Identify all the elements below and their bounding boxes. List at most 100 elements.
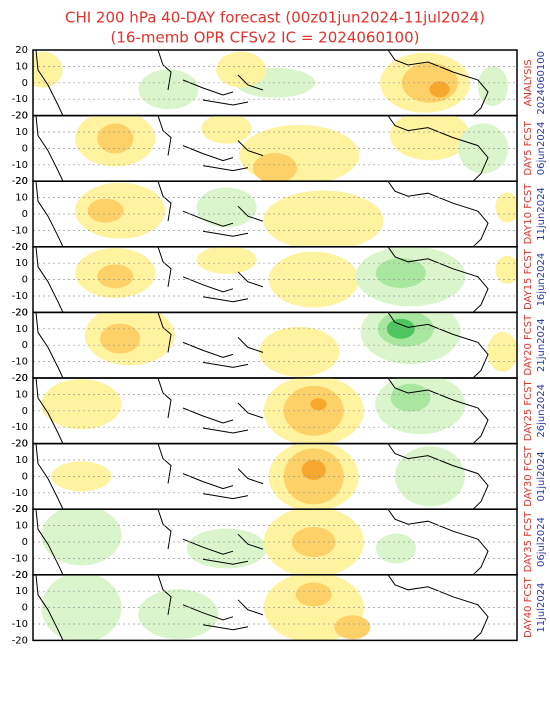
y-tick-label: -10 — [12, 553, 28, 564]
y-tick-label: -10 — [12, 488, 28, 499]
shading — [97, 264, 134, 289]
y-tick-label: -20 — [12, 635, 28, 646]
shading — [51, 461, 112, 492]
y-tick-label: -20 — [12, 504, 28, 515]
coastline — [35, 509, 489, 575]
panel — [35, 509, 489, 575]
y-tick-label: 20 — [15, 242, 28, 253]
y-tick-label: 10 — [15, 455, 28, 466]
panel-frame — [32, 574, 518, 642]
panel-date: 06jun2024 — [536, 122, 547, 176]
panel-date: 11jun2024 — [536, 187, 547, 241]
panel-label: DAY20 FCST — [523, 314, 534, 376]
shading — [41, 509, 122, 566]
coastline — [35, 574, 489, 641]
shading — [295, 582, 332, 607]
shading — [216, 51, 267, 88]
shading — [33, 51, 63, 88]
shading — [487, 331, 517, 372]
y-tick-label: -20 — [12, 111, 28, 122]
y-tick-label: 10 — [15, 389, 28, 400]
y-tick-label: 20 — [15, 504, 28, 515]
shading — [389, 115, 470, 161]
y-tick-label: -20 — [12, 307, 28, 318]
y-tick-label: -10 — [12, 94, 28, 105]
panel — [35, 181, 517, 247]
y-tick-label: -10 — [12, 422, 28, 433]
y-tick-label: 20 — [15, 307, 28, 318]
shading — [97, 123, 134, 154]
y-tick-label: 10 — [15, 586, 28, 597]
y-tick-label: 0 — [22, 537, 28, 548]
y-tick-label: 0 — [22, 603, 28, 614]
panel-date: 26jun2024 — [536, 384, 547, 438]
coastline — [35, 50, 489, 116]
shading — [201, 115, 252, 144]
panel-date: 2024060100 — [536, 51, 547, 115]
panel-label: DAY5 FCST — [523, 120, 534, 175]
y-tick-label: 0 — [22, 275, 28, 286]
coastline — [35, 246, 489, 313]
panel — [35, 115, 509, 182]
subtitle: (16-memb OPR CFSv2 IC = 2024060100) — [111, 29, 420, 47]
y-tick-label: -20 — [12, 242, 28, 253]
shading — [196, 246, 257, 274]
y-tick-label: 10 — [15, 127, 28, 138]
y-tick-label: 0 — [22, 406, 28, 417]
y-tick-label: -10 — [12, 225, 28, 236]
panel-date: 21jun2024 — [536, 318, 547, 372]
shading — [376, 533, 416, 564]
shading — [196, 187, 257, 228]
shading — [100, 323, 141, 354]
panel — [35, 312, 517, 378]
panel-label: ANALYSIS — [523, 59, 534, 106]
y-tick-label: -20 — [12, 373, 28, 384]
panel-date: 16jun2024 — [536, 253, 547, 307]
y-tick-label: 10 — [15, 193, 28, 204]
y-tick-label: 0 — [22, 209, 28, 220]
y-tick-label: 10 — [15, 521, 28, 532]
panel-label: DAY35 FCST — [523, 511, 534, 573]
panel-date: 06jul2024 — [536, 517, 547, 567]
panel — [33, 50, 508, 116]
y-tick-label: -10 — [12, 619, 28, 630]
shading — [375, 258, 426, 289]
panel-label: DAY10 FCST — [523, 183, 534, 245]
shading — [253, 153, 297, 182]
y-tick-label: -20 — [12, 176, 28, 187]
shading — [41, 574, 122, 641]
shading — [138, 589, 219, 640]
shading — [390, 383, 431, 412]
coastline — [35, 115, 489, 182]
shading — [429, 81, 450, 98]
shading — [186, 528, 267, 569]
y-tick-label: 10 — [15, 61, 28, 72]
coastline — [35, 181, 489, 247]
shading — [477, 66, 508, 107]
y-tick-label: 0 — [22, 143, 28, 154]
y-tick-label: 10 — [15, 324, 28, 335]
y-tick-label: -20 — [12, 570, 28, 581]
panel-label: DAY15 FCST — [523, 248, 534, 310]
panel-date: 11jul2024 — [536, 583, 547, 633]
shading — [386, 318, 415, 339]
coastline — [35, 312, 489, 378]
shading — [310, 398, 327, 411]
coastline — [35, 443, 489, 510]
panel-label: DAY40 FCST — [523, 576, 534, 638]
shading — [495, 255, 517, 284]
y-tick-label: 20 — [15, 45, 28, 56]
panel — [35, 378, 489, 444]
shading — [41, 379, 122, 430]
y-tick-label: 0 — [22, 78, 28, 89]
y-tick-label: 10 — [15, 258, 28, 269]
panel-label: DAY30 FCST — [523, 445, 534, 507]
shading — [301, 459, 326, 480]
shading — [495, 192, 517, 223]
shading — [263, 190, 384, 247]
panel — [35, 246, 517, 313]
y-tick-label: 20 — [15, 439, 28, 450]
shading — [87, 198, 124, 223]
shading — [259, 326, 340, 377]
